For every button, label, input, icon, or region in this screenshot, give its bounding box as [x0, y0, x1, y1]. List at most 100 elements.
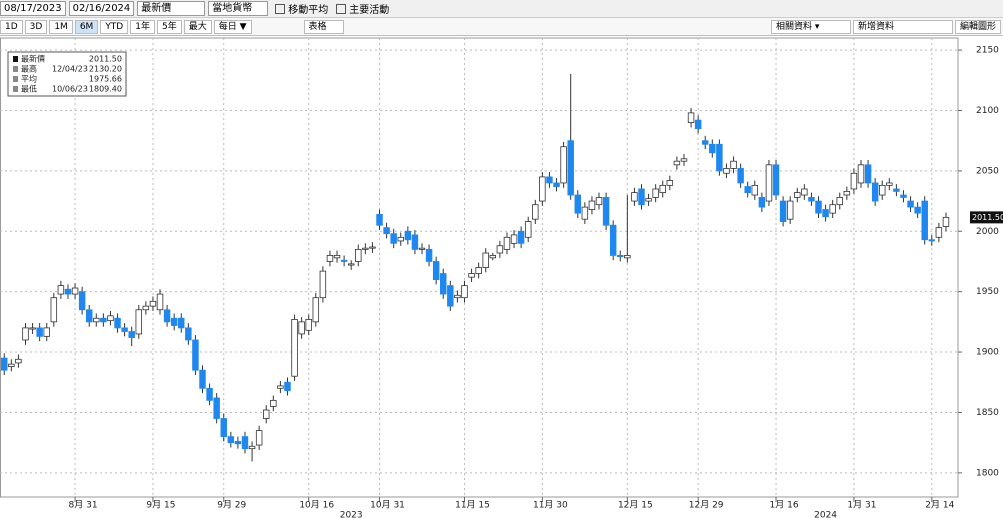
candle-body [376, 213, 383, 226]
range-button[interactable]: YTD [100, 19, 129, 34]
candle-body [857, 164, 865, 184]
candle-body [517, 230, 525, 244]
toolbar-top: 08/17/2023 02/16/2024 最新價 當地貨幣 移動平均 主要活動 [0, 0, 1003, 18]
range-button[interactable]: 1D [0, 19, 23, 34]
candle-body [673, 160, 681, 166]
candle-body [369, 246, 376, 249]
candle-body [588, 200, 596, 210]
table-button[interactable]: 表格 [303, 19, 344, 34]
candle-body [447, 285, 454, 307]
candle-body [581, 206, 589, 220]
legend-date: 12/04/23 [52, 65, 88, 74]
candle-body [482, 252, 489, 268]
candle-body [567, 140, 574, 196]
y-tick-label: 2100 [976, 106, 999, 116]
candle-body [149, 300, 157, 307]
year-label: 2023 [340, 511, 363, 518]
range-button[interactable]: 3D [24, 19, 48, 34]
candle-body [638, 188, 645, 206]
candle-body [227, 436, 235, 444]
candle-body [270, 399, 277, 407]
candle-body [553, 182, 560, 187]
candle-body [694, 119, 702, 129]
candle-body [185, 327, 192, 341]
edit-chart[interactable]: 編輯圖形 [954, 19, 1001, 34]
candle-body [546, 176, 553, 184]
candle-body [64, 288, 72, 295]
range-button[interactable]: 5年 [156, 19, 182, 34]
candle-body [305, 319, 312, 331]
candle-body [701, 140, 709, 145]
y-tick-label: 1800 [976, 468, 999, 478]
candle-body [560, 146, 567, 184]
candle-body [645, 198, 652, 202]
candle-body [893, 188, 900, 192]
candle-body [440, 273, 447, 295]
candle-body [326, 255, 334, 262]
candle-body [815, 200, 822, 214]
field-select[interactable]: 最新價 [137, 1, 206, 16]
candle-body [312, 297, 320, 323]
candle-body [765, 164, 773, 202]
period-select[interactable]: 每日 ▼ [213, 19, 252, 34]
candle-body [50, 297, 58, 323]
y-tick-label: 1850 [976, 408, 999, 418]
candle-body [347, 263, 355, 266]
end-date[interactable]: 02/16/2024 [68, 1, 135, 16]
checkbox[interactable]: 主要活動 [336, 1, 389, 16]
x-tick-label: 12月 15 [618, 500, 653, 511]
candle-body [71, 287, 79, 295]
candle-body [255, 430, 263, 446]
legend-name: 最新價 [21, 54, 45, 64]
candle-body [432, 261, 440, 280]
candle-body [121, 327, 128, 332]
legend-symbol [13, 86, 18, 92]
candle-body [935, 227, 943, 238]
candle-body [680, 158, 688, 162]
currency-select[interactable]: 當地貨幣 [208, 1, 269, 16]
legend: 最新價 2011.50 最高 12/04/23 2130.20 平均 1975.66 最低 10… [7, 51, 127, 97]
range-button[interactable]: 最大 [183, 19, 212, 34]
candle-body [595, 197, 603, 206]
candle-body [942, 216, 950, 227]
candle-body [241, 436, 249, 450]
start-date[interactable]: 08/17/2023 [0, 1, 66, 16]
candle-body [404, 230, 412, 241]
plot-border [0, 37, 959, 498]
legend-value: 1975.66 [89, 75, 122, 84]
candle-body [340, 259, 348, 262]
related-button[interactable]: 相關資料 ▾ [770, 19, 851, 34]
x-tick-label: 2月 14 [925, 500, 954, 511]
candle-body [43, 327, 50, 337]
candle-body [36, 327, 43, 337]
toolbar-bottom: 1D 3D 1M 6M YTD 1年 5年 最大 每日 ▼ 表格 相關資料 ▾ 新增資料 編輯… [0, 18, 1003, 36]
candle-body [779, 200, 787, 223]
candle-body [22, 327, 29, 341]
candle-body [510, 234, 518, 244]
candle-body [425, 248, 433, 262]
x-tick-label: 10月 31 [370, 500, 405, 511]
candle-body [411, 234, 419, 250]
candle-body [206, 387, 213, 401]
add-data[interactable]: 新增資料 [852, 19, 953, 34]
y-tick-label: 2150 [976, 46, 999, 56]
candle-body [397, 236, 404, 242]
candle-body [355, 248, 362, 262]
last-price-label: 2011.50 [972, 213, 1003, 222]
y-tick-label: 1900 [976, 348, 999, 358]
candle-body [744, 186, 751, 194]
range-button[interactable]: 1M [49, 19, 73, 34]
candle-body [319, 270, 327, 299]
candle-body [822, 209, 829, 218]
candle-body [142, 305, 150, 311]
range-button[interactable]: 1年 [130, 19, 155, 34]
range-button[interactable]: 6M [74, 19, 99, 34]
candle-body [602, 197, 610, 226]
candle-body [383, 227, 390, 235]
candle-body [864, 164, 872, 184]
candle-body [737, 168, 744, 184]
candle-body [418, 247, 426, 250]
checkbox[interactable]: 移動平均 [275, 1, 328, 16]
x-tick-label: 1月 31 [847, 500, 876, 511]
candle-body [723, 168, 730, 174]
